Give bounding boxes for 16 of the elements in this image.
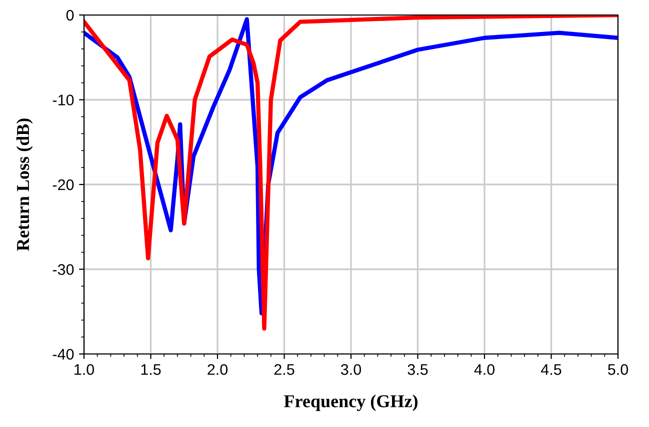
x-tick-label: 1.0: [74, 364, 94, 375]
y-tick-label: -10: [52, 94, 74, 106]
x-tick-label: 5.0: [608, 364, 628, 375]
x-axis-title: Frequency (GHz): [284, 394, 418, 412]
x-tick-label: 1.5: [141, 364, 161, 375]
x-tick-label: 4.5: [540, 364, 562, 375]
x-tick-label: 3.0: [340, 364, 362, 375]
x-tick-label: 4.0: [474, 364, 495, 375]
y-axis-title: Return Loss (dB): [16, 118, 33, 251]
x-tick-label: 2.0: [208, 364, 228, 375]
y-tick-label: -20: [52, 179, 74, 190]
x-tick-label: 3.5: [408, 364, 428, 375]
y-tick-label: -40: [52, 348, 74, 360]
y-tick-label: 0: [66, 10, 74, 21]
y-tick-label: -30: [52, 264, 74, 275]
x-tick-label: 2.5: [274, 364, 294, 375]
